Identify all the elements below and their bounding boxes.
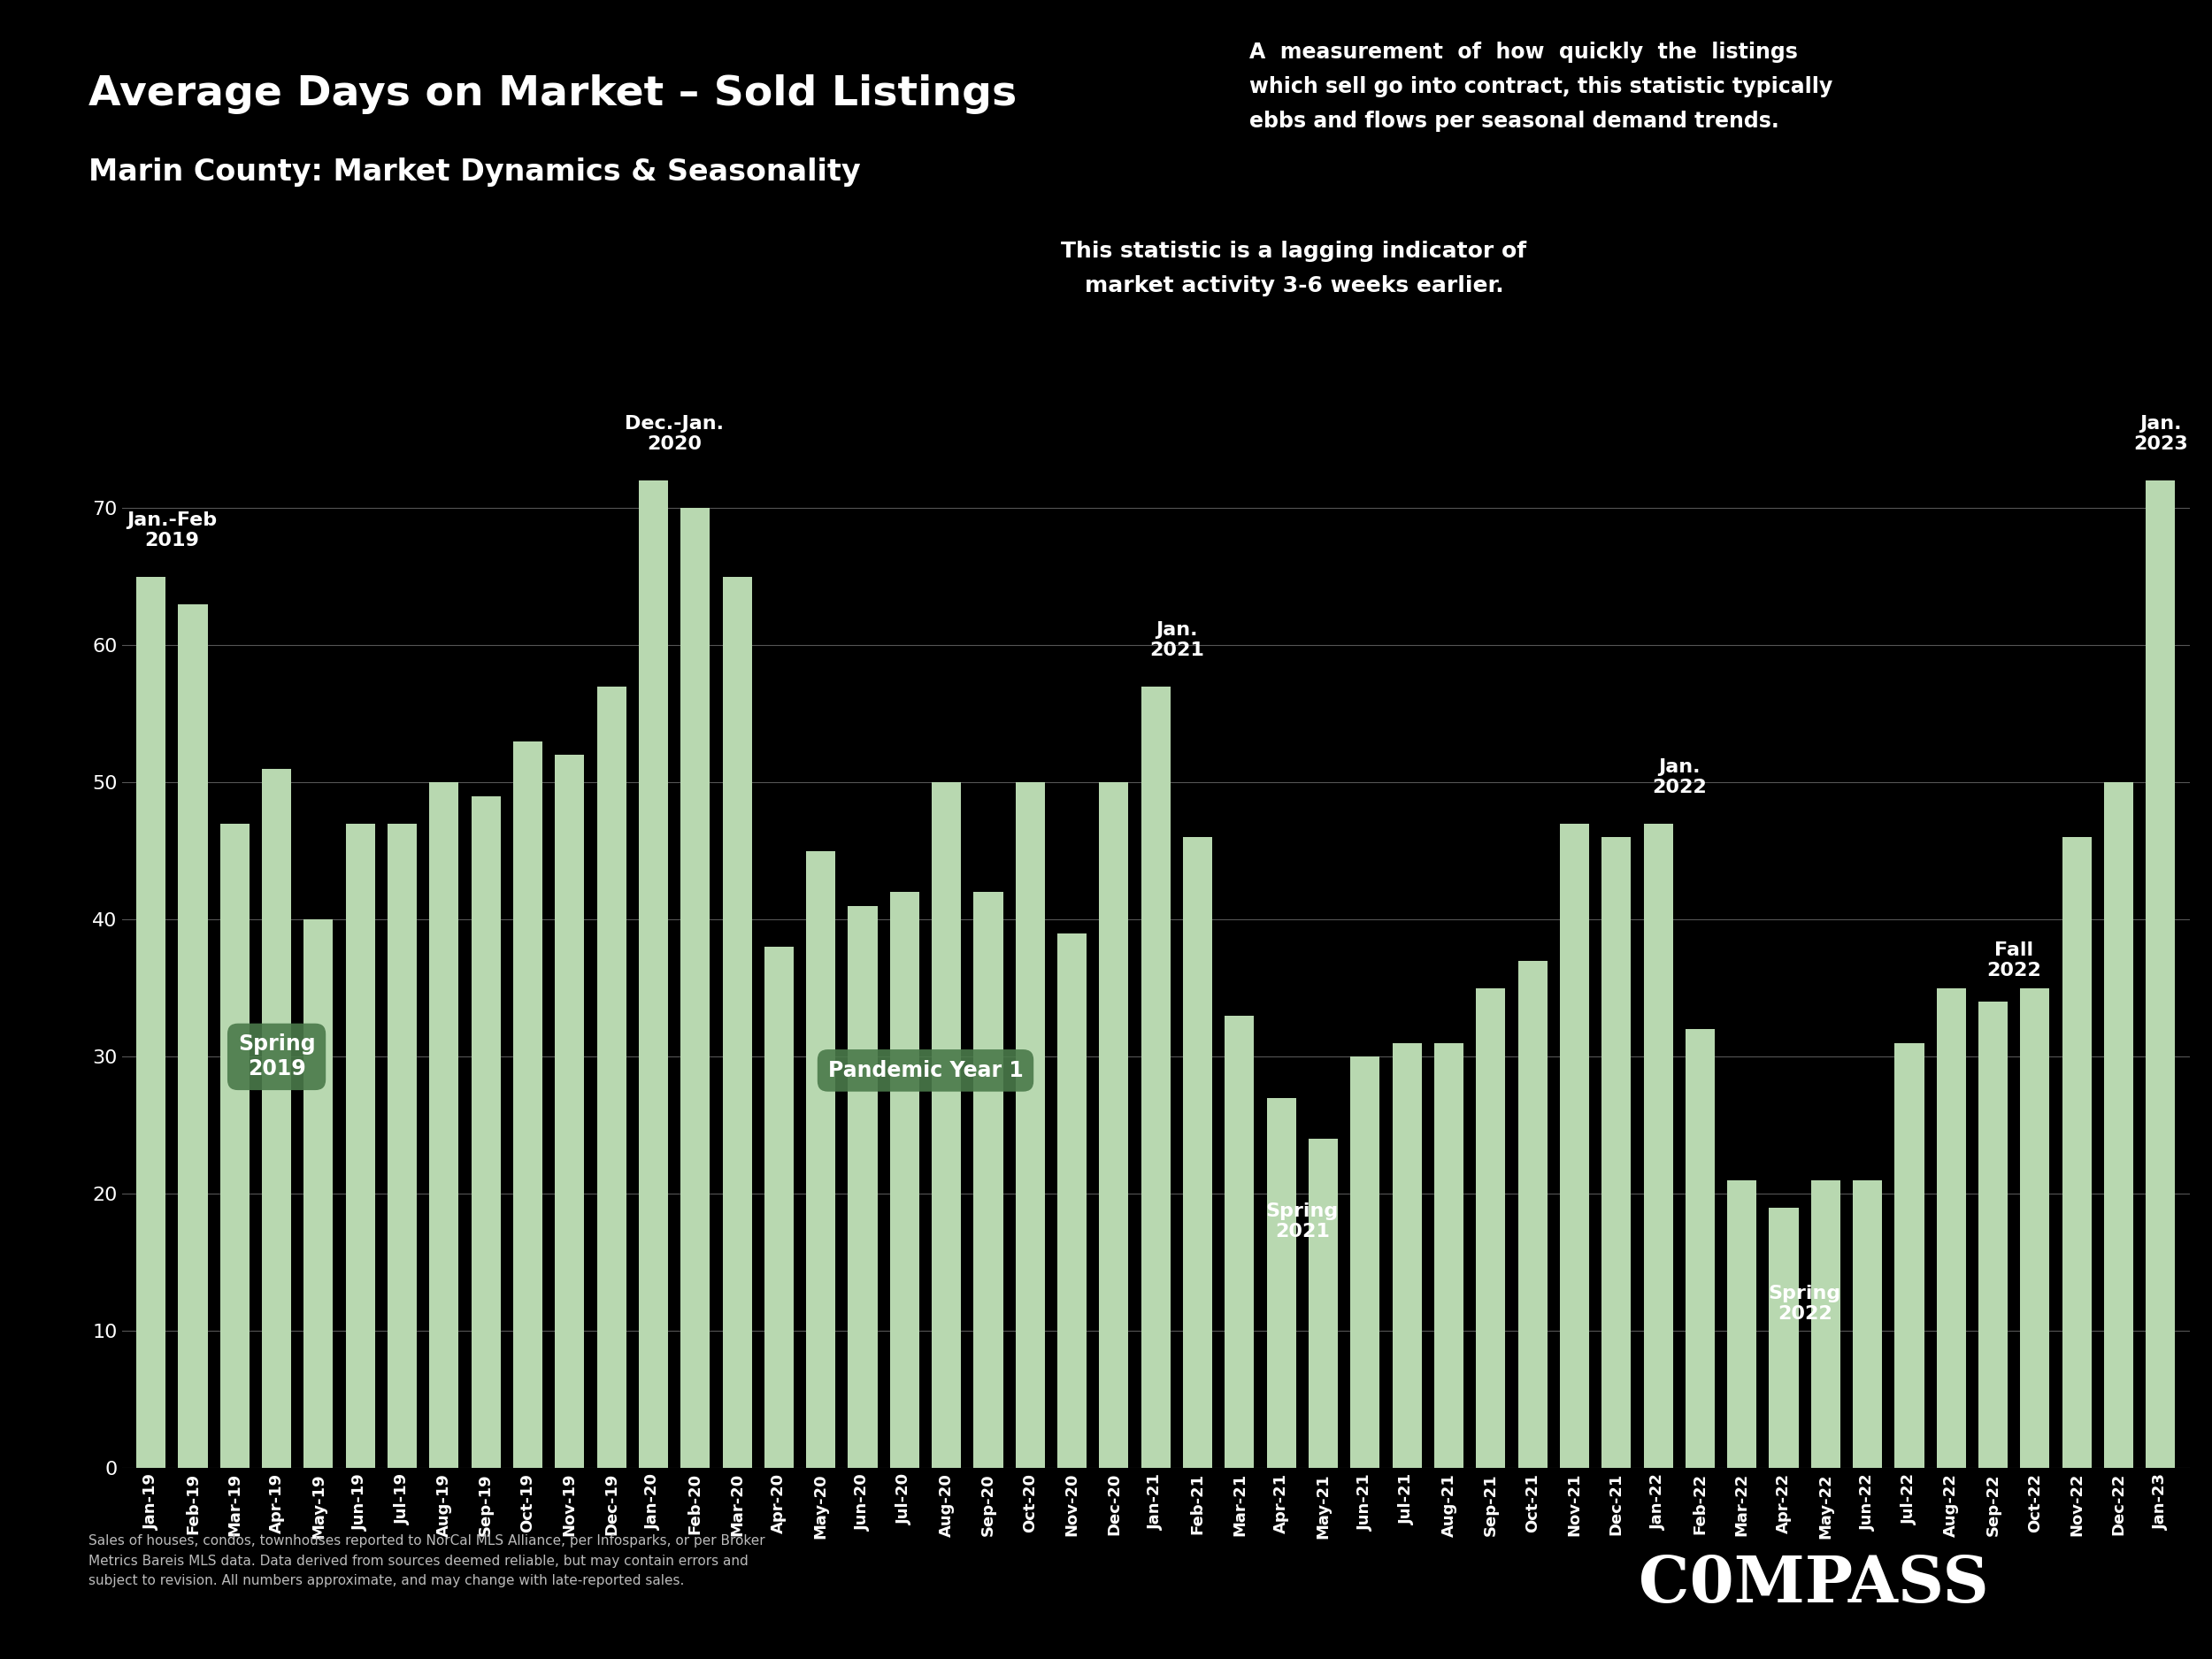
Bar xyxy=(1225,1015,1254,1468)
Bar xyxy=(471,796,500,1468)
Text: Spring
2022: Spring 2022 xyxy=(1767,1284,1840,1322)
Bar xyxy=(1352,1057,1380,1468)
Text: This statistic is a lagging indicator of
market activity 3-6 weeks earlier.: This statistic is a lagging indicator of… xyxy=(1062,241,1526,297)
Bar xyxy=(513,742,542,1468)
Bar xyxy=(765,947,794,1468)
Text: Marin County: Market Dynamics & Seasonality: Marin County: Market Dynamics & Seasonal… xyxy=(88,158,860,187)
Bar xyxy=(1141,687,1170,1468)
Bar xyxy=(1475,989,1506,1468)
Bar xyxy=(387,823,416,1468)
Bar xyxy=(805,851,836,1468)
Bar xyxy=(429,783,458,1468)
Bar xyxy=(2146,481,2174,1468)
Bar xyxy=(1057,934,1086,1468)
Bar xyxy=(219,823,250,1468)
Bar xyxy=(1896,1044,1924,1468)
Bar xyxy=(1936,989,1966,1468)
Text: Jan.
2023: Jan. 2023 xyxy=(2132,415,2188,453)
Bar xyxy=(1559,823,1588,1468)
Bar xyxy=(261,768,292,1468)
Bar xyxy=(1601,838,1630,1468)
Bar xyxy=(681,508,710,1468)
Bar xyxy=(1978,1002,2008,1468)
Bar xyxy=(1644,823,1672,1468)
Text: Spring
2019: Spring 2019 xyxy=(239,1034,316,1080)
Bar xyxy=(597,687,626,1468)
Bar xyxy=(179,604,208,1468)
Text: Jan.-Feb
2019: Jan.-Feb 2019 xyxy=(126,511,217,549)
Bar xyxy=(1099,783,1128,1468)
Text: Jan.
2022: Jan. 2022 xyxy=(1652,758,1705,796)
Bar xyxy=(2062,838,2093,1468)
Bar xyxy=(1433,1044,1464,1468)
Bar xyxy=(1267,1098,1296,1468)
Bar xyxy=(1812,1180,1840,1468)
Text: Pandemic Year 1: Pandemic Year 1 xyxy=(827,1060,1024,1082)
Bar xyxy=(1391,1044,1422,1468)
Text: Fall
2022: Fall 2022 xyxy=(1986,942,2042,980)
Bar xyxy=(723,577,752,1468)
Bar xyxy=(2020,989,2051,1468)
Bar xyxy=(555,755,584,1468)
Bar xyxy=(1517,961,1546,1468)
Bar xyxy=(137,577,166,1468)
Bar xyxy=(931,783,960,1468)
Bar xyxy=(973,893,1002,1468)
Bar xyxy=(1728,1180,1756,1468)
Text: Dec.-Jan.
2020: Dec.-Jan. 2020 xyxy=(624,415,723,453)
Text: Spring
2021: Spring 2021 xyxy=(1265,1203,1338,1241)
Text: Sales of houses, condos, townhouses reported to NorCal MLS Alliance, per Infospa: Sales of houses, condos, townhouses repo… xyxy=(88,1535,765,1588)
Text: C0MPASS: C0MPASS xyxy=(1639,1553,1989,1616)
Bar xyxy=(1310,1140,1338,1468)
Bar xyxy=(345,823,376,1468)
Bar xyxy=(303,919,334,1468)
Bar xyxy=(1015,783,1044,1468)
Bar xyxy=(1183,838,1212,1468)
Bar xyxy=(1686,1029,1714,1468)
Text: A  measurement  of  how  quickly  the  listings
which sell go into contract, thi: A measurement of how quickly the listing… xyxy=(1250,41,1834,133)
Text: Jan.
2021: Jan. 2021 xyxy=(1150,620,1203,659)
Bar xyxy=(1854,1180,1882,1468)
Bar xyxy=(2104,783,2132,1468)
Bar xyxy=(847,906,878,1468)
Text: Average Days on Market – Sold Listings: Average Days on Market – Sold Listings xyxy=(88,75,1018,114)
Bar xyxy=(639,481,668,1468)
Bar xyxy=(889,893,920,1468)
Bar xyxy=(1770,1208,1798,1468)
